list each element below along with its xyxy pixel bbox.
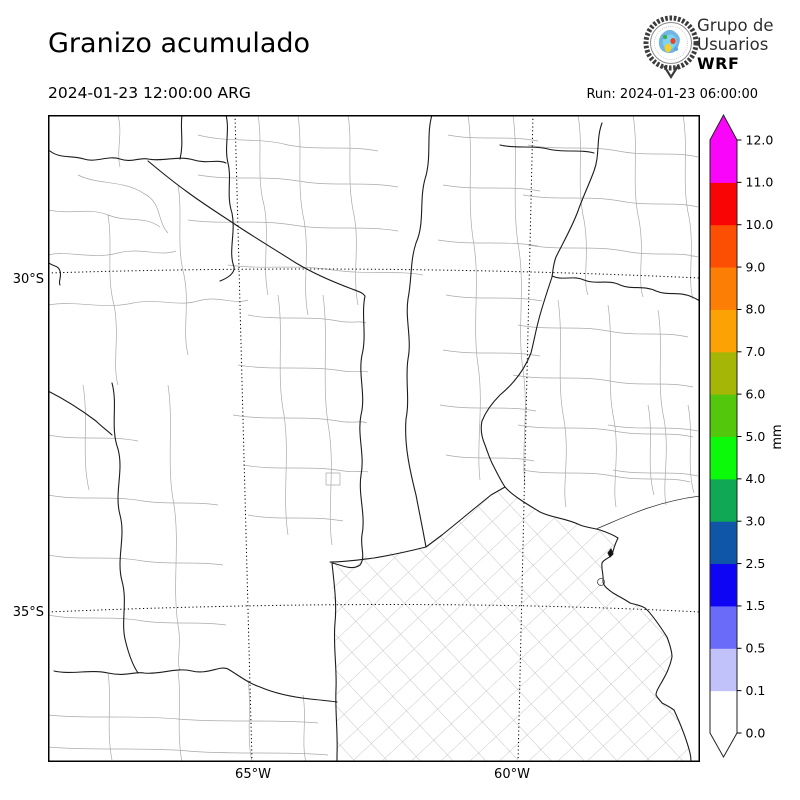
gridline-30s [48,268,700,279]
gridline-65w [234,115,253,762]
colorbar-segment [710,351,737,395]
colorbar-tick-label: 12.0 [746,132,774,147]
colorbar-segment [710,563,737,607]
colorbar-tick-label: 10.0 [746,217,774,232]
colorbar-tick-label: 9.0 [746,259,766,274]
colorbar-tick-label: 0.1 [746,683,766,698]
globe-weather-seal-icon [643,15,699,80]
colorbar-segment [710,690,737,734]
gridline-35s [48,604,700,613]
logo-line-wrf: WRF [697,54,740,73]
colorbar-tick-label: 1.5 [746,598,766,613]
colorbar-tick-label: 6.0 [746,386,766,401]
colorbar-tick-label: 0.0 [746,725,766,740]
colorbar-tick-label: 7.0 [746,344,766,359]
model-run-label: Run: 2024-01-23 06:00:00 [586,87,758,102]
colorbar-segment [710,309,737,353]
wrf-logo-emblem [643,15,699,80]
map-canvas [48,115,700,762]
x-axis-label-65w: 65°W [235,767,271,782]
colorbar-segment [710,224,737,268]
page-title: Granizo acumulado [48,28,311,59]
colorbar-segments [710,140,737,734]
colorbar: 0.0 0.1 0.5 1.5 2.5 3.0 4.0 5.0 6.0 7.0 8.0 9.0 10.0… [709,113,773,759]
colorbar-tick-label: 4.0 [746,471,766,486]
colorbar-tick-label: 2.5 [746,556,766,571]
colorbar-under-arrow [710,733,737,757]
logo-line-1: Grupo de [697,16,774,35]
valid-time-label: 2024-01-23 12:00:00 ARG [48,84,251,102]
colorbar-tick-label: 3.0 [746,514,766,529]
gridlines [48,115,700,762]
colorbar-tick-label: 8.0 [746,302,766,317]
colorbar-tick-label: 5.0 [746,429,766,444]
colorbar-segment [710,521,737,565]
colorbar-tick-label: 11.0 [746,175,774,190]
y-axis-label-30s: 30°S [12,272,44,287]
colorbar-tick-label: 0.5 [746,641,766,656]
department-borders [48,115,699,762]
gridline-60w [517,115,534,762]
logo-text-block: Grupo de Usuarios WRF [697,16,773,73]
colorbar-over-arrow [710,115,737,140]
colorbar-segment [710,436,737,480]
x-axis-label-60w: 60°W [494,767,530,782]
colorbar-segment [710,182,737,226]
buenos-aires-partido-grid [330,487,691,762]
province-borders [48,115,700,762]
colorbar-segment [710,394,737,437]
colorbar-unit-label: mm [770,424,785,450]
colorbar-segment [710,605,737,649]
logo-line-2: Usuarios [697,35,769,54]
colorbar-segment [710,267,737,310]
map-frame [48,115,700,762]
colorbar-segment [710,478,737,522]
colorbar-tick-labels: 0.0 0.1 0.5 1.5 2.5 3.0 4.0 5.0 6.0 7.0 8.0 9.0 10.0… [737,132,773,740]
colorbar-segment [710,140,737,183]
colorbar-segment [710,648,737,692]
y-axis-label-35s: 35°S [12,605,44,620]
